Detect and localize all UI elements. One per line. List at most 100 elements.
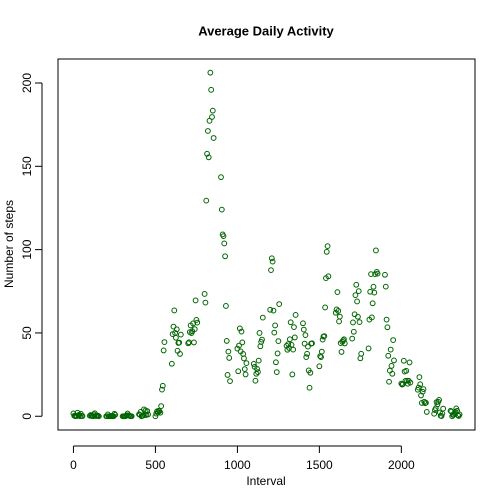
point <box>203 197 210 204</box>
point <box>340 337 347 344</box>
point <box>350 328 357 335</box>
point <box>292 312 299 318</box>
point <box>431 410 438 417</box>
point <box>354 298 360 305</box>
point <box>275 338 282 345</box>
point <box>241 355 247 362</box>
point <box>218 174 224 181</box>
point <box>79 413 86 419</box>
point <box>223 338 230 344</box>
point <box>171 307 178 314</box>
point <box>201 291 208 297</box>
point <box>322 304 329 311</box>
point <box>207 69 214 76</box>
point <box>210 135 217 141</box>
point <box>191 326 198 333</box>
point <box>369 300 376 307</box>
point <box>300 320 306 327</box>
point <box>336 318 342 325</box>
point <box>304 343 311 350</box>
point <box>270 307 277 314</box>
point <box>223 303 229 309</box>
point <box>209 114 215 120</box>
point <box>112 411 119 418</box>
point <box>259 314 266 321</box>
point <box>209 107 216 114</box>
point <box>236 342 242 349</box>
point <box>388 363 395 369</box>
x-tick-label: 1500 <box>306 458 333 472</box>
point <box>177 351 183 357</box>
point <box>382 283 389 290</box>
point <box>436 397 442 403</box>
point <box>173 334 179 341</box>
point <box>274 350 281 357</box>
point <box>350 319 356 326</box>
chart-title: Average Daily Activity <box>198 23 334 38</box>
point <box>234 345 241 352</box>
point <box>358 350 365 357</box>
y-tick-label: 100 <box>20 239 34 259</box>
point <box>111 410 118 417</box>
point <box>95 413 102 420</box>
point <box>336 313 343 320</box>
point <box>289 371 296 378</box>
point <box>272 322 279 329</box>
point <box>271 329 278 336</box>
point <box>323 248 330 255</box>
y-axis-label: Number of steps <box>2 200 16 288</box>
point <box>406 359 413 366</box>
point <box>252 377 259 384</box>
point <box>204 128 211 134</box>
point <box>273 369 280 375</box>
point <box>335 308 342 314</box>
point <box>352 292 359 299</box>
point <box>382 271 388 278</box>
point <box>221 240 228 247</box>
point <box>365 345 372 352</box>
point <box>373 247 379 254</box>
point <box>321 333 328 340</box>
point <box>236 325 243 332</box>
point <box>128 413 135 420</box>
point <box>225 348 232 355</box>
point <box>318 354 324 360</box>
point <box>291 324 297 331</box>
point <box>285 341 292 348</box>
point <box>355 313 361 320</box>
point <box>173 326 180 333</box>
point <box>407 379 414 386</box>
point <box>194 319 201 326</box>
point <box>161 339 168 346</box>
point <box>304 350 310 357</box>
point <box>259 336 265 343</box>
plot-box <box>57 58 476 431</box>
point <box>267 306 274 313</box>
point <box>384 324 391 331</box>
point <box>190 320 197 327</box>
point <box>306 384 313 391</box>
y-tick-label: 200 <box>20 73 34 93</box>
point <box>355 288 362 295</box>
point <box>319 336 326 343</box>
point <box>256 330 263 336</box>
point <box>371 289 378 296</box>
point <box>286 336 293 343</box>
point <box>226 355 233 361</box>
point <box>290 346 297 353</box>
point <box>239 339 246 346</box>
point <box>390 337 397 344</box>
point <box>417 381 424 388</box>
x-tick-label: 2000 <box>388 458 415 472</box>
point <box>438 413 445 419</box>
point <box>191 339 197 346</box>
point <box>416 374 423 380</box>
point <box>243 360 250 366</box>
point <box>423 399 429 406</box>
point <box>168 360 175 367</box>
point <box>386 378 392 385</box>
point <box>255 357 262 364</box>
point <box>316 363 323 370</box>
y-tick-label: 0 <box>20 413 34 420</box>
point <box>351 311 358 318</box>
